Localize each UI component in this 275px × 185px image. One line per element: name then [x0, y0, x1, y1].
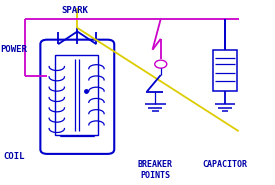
- Text: COIL: COIL: [3, 152, 25, 161]
- Text: BREAKER
POINTS: BREAKER POINTS: [138, 160, 173, 180]
- Bar: [213, 50, 237, 91]
- Text: CAPACITOR: CAPACITOR: [203, 160, 248, 169]
- Bar: [56, 55, 98, 135]
- Text: SPARK: SPARK: [61, 6, 88, 15]
- Text: POWER: POWER: [1, 45, 28, 54]
